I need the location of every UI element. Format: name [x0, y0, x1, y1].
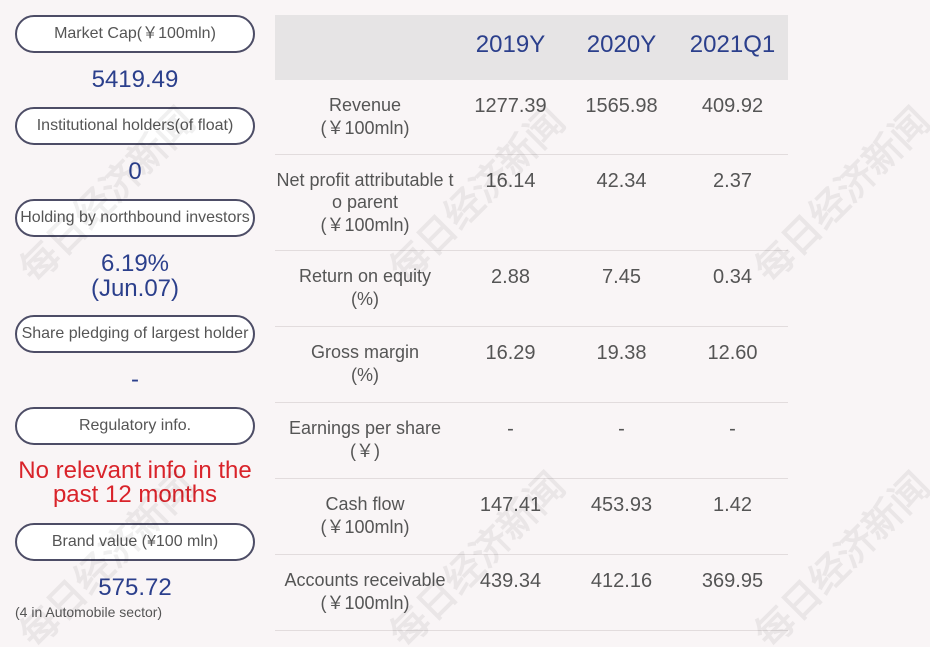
row-label: Revenue	[328, 95, 402, 115]
table-row	[275, 479, 788, 555]
row-unit: (%)	[351, 289, 379, 309]
table-cell: 1565.98	[585, 95, 658, 117]
summary-label: Holding by northbound investors	[15, 199, 255, 237]
row-label: Return on equity	[298, 266, 432, 286]
table-cell: 16.14	[485, 170, 536, 192]
row-label: Accounts receivable	[284, 570, 446, 590]
summary-value: 575.72	[98, 574, 172, 601]
summary-value: 5419.49	[91, 66, 179, 93]
table-row	[275, 80, 788, 155]
table-cell: 2.37	[713, 170, 752, 192]
table-cell: -	[507, 418, 514, 440]
table-row	[275, 555, 788, 631]
table-cell: 42.34	[596, 170, 647, 192]
table-cell: 2.88	[491, 266, 530, 288]
summary-label: Brand value (¥100 mln)	[15, 523, 255, 561]
row-unit: (￥100mln)	[320, 593, 410, 613]
table-cell: 369.95	[701, 570, 764, 592]
column-header: 2021Q1	[689, 31, 776, 58]
table-cell: 1.42	[713, 494, 752, 516]
table-cell: 0.34	[713, 266, 752, 288]
summary-value: 6.19%	[100, 250, 170, 277]
table-cell: 453.93	[590, 494, 653, 516]
summary-date: (Jun.07)	[90, 275, 180, 302]
row-unit: (￥)	[350, 441, 380, 461]
table-cell: 147.41	[479, 494, 542, 516]
table-row	[275, 403, 788, 479]
summary-note: (4 in Automobile sector)	[15, 604, 163, 620]
table-row	[275, 327, 788, 403]
summary-label: Regulatory info.	[15, 407, 255, 445]
table-cell: 16.29	[485, 342, 536, 364]
row-unit: (%)	[351, 365, 379, 385]
table-cell: 12.60	[707, 342, 758, 364]
table-cell: 439.34	[479, 570, 542, 592]
summary-value: -	[131, 366, 139, 393]
row-unit: (￥100mln)	[320, 517, 410, 537]
row-label: Gross margin	[310, 342, 420, 362]
table-cell: -	[729, 418, 736, 440]
column-header: 2020Y	[586, 31, 657, 58]
table-cell: 1277.39	[474, 95, 547, 117]
table-cell: 409.92	[701, 95, 764, 117]
summary-label: Share pledging of largest holder	[15, 315, 255, 353]
row-label: Earnings per share	[288, 418, 442, 438]
row-unit: (￥100mln)	[320, 118, 410, 138]
row-unit: (￥100mln)	[320, 215, 410, 235]
summary-value: 0	[128, 158, 142, 185]
table-cell: 7.45	[602, 266, 641, 288]
summary-alert: No relevant info in the past 12 months	[18, 457, 252, 508]
table-row	[275, 155, 788, 251]
row-label: Net profit attributable to parent	[276, 170, 454, 212]
summary-label: Institutional holders(of float)	[15, 107, 255, 145]
table-cell: 19.38	[596, 342, 647, 364]
column-header: 2019Y	[475, 31, 546, 58]
row-label: Cash flow	[325, 494, 405, 514]
table-row	[275, 251, 788, 327]
table-cell: 412.16	[590, 570, 653, 592]
summary-label: Market Cap(￥100mln)	[15, 15, 255, 53]
table-header	[275, 15, 788, 80]
table-cell: -	[618, 418, 625, 440]
